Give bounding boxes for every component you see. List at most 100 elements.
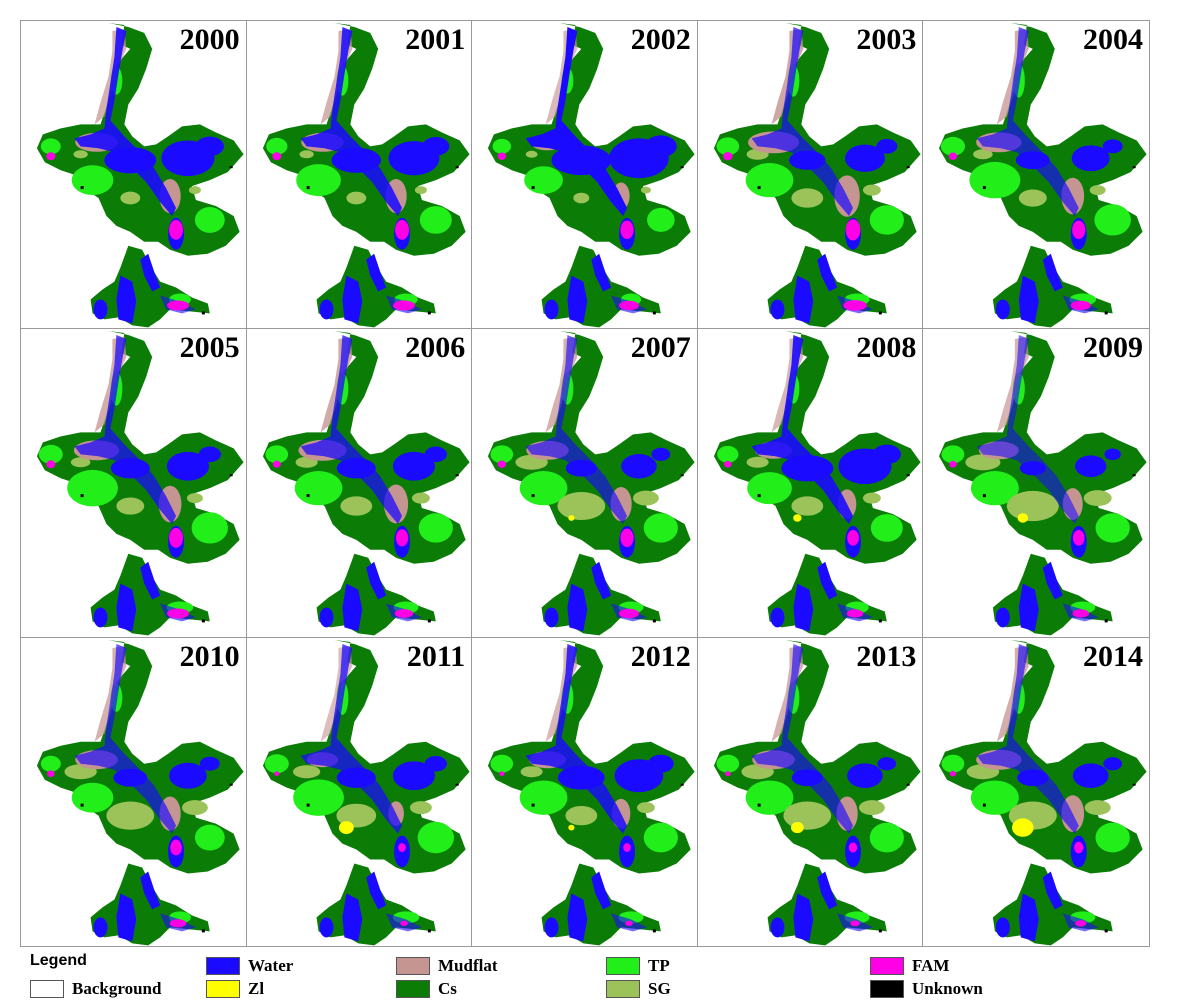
unknown-speck — [455, 783, 459, 786]
fam-patch — [724, 770, 731, 776]
unknown-speck — [229, 166, 233, 169]
legend-swatch-mudflat — [396, 957, 430, 975]
fam-patch — [847, 530, 859, 547]
legend-swatch-fam — [870, 957, 904, 975]
cs-region — [36, 331, 244, 565]
sg-patch — [186, 493, 203, 504]
sg-patch — [70, 457, 91, 468]
water-south-channel — [817, 253, 837, 292]
water-bay — [1016, 151, 1051, 170]
sg-patch — [292, 764, 320, 778]
land-cover-map — [488, 22, 695, 328]
water-bay — [195, 136, 224, 157]
panel-year-label: 2009 — [1083, 331, 1143, 365]
water-bay — [565, 460, 598, 477]
fam-patch — [1072, 609, 1090, 618]
fam-patch — [397, 842, 406, 852]
legend-item-water: Water — [206, 955, 293, 977]
water-south-channel — [140, 562, 161, 600]
water-bay — [336, 458, 376, 479]
tp-patch — [969, 161, 1021, 199]
legend-item-fam: FAM — [870, 955, 949, 977]
fam-patch — [722, 152, 733, 161]
water-south-channel — [140, 871, 161, 910]
water-bay — [877, 756, 896, 770]
water-south-channel — [591, 871, 612, 910]
water-south-channel — [140, 253, 161, 292]
unknown-speck — [983, 494, 987, 498]
legend: Legend Background Water Zl Mudflat Cs TP… — [20, 950, 1150, 1004]
sg-patch — [791, 188, 824, 208]
unknown-speck — [80, 494, 84, 498]
water-channel — [751, 335, 853, 525]
water-south-channel — [365, 562, 386, 600]
fam-patch — [47, 769, 55, 777]
legend-swatch-background — [30, 980, 64, 998]
water-south-channel — [817, 562, 837, 600]
water-channel — [977, 26, 1080, 216]
sg-patch — [520, 765, 543, 777]
sg-patch — [1085, 799, 1112, 815]
unknown-speck — [653, 929, 657, 933]
panel-year-label: 2000 — [179, 23, 240, 56]
legend-item-tp: TP — [606, 955, 670, 977]
water-bay — [421, 136, 449, 156]
cs-region — [488, 22, 695, 256]
cs-region — [713, 639, 921, 874]
water-south-channel — [1019, 893, 1040, 942]
sg-patch — [862, 184, 881, 196]
legend-title: Legend — [30, 952, 87, 969]
zl-patch — [338, 820, 354, 834]
unknown-speck — [1133, 166, 1137, 169]
water-bay — [110, 458, 150, 479]
water-bay — [113, 768, 148, 787]
fam-patch — [169, 528, 183, 549]
zl-patch — [1012, 818, 1034, 837]
water-south-lake — [319, 607, 334, 628]
unknown-speck — [531, 803, 535, 807]
water-channel — [300, 643, 402, 834]
sg-patch — [299, 150, 314, 159]
tp-patch — [419, 206, 452, 234]
water-bay — [392, 760, 435, 790]
land-cover-map — [36, 331, 244, 636]
map-panel-2004: 2004 — [923, 21, 1149, 330]
water-south-lake — [996, 299, 1011, 320]
fam-patch — [949, 152, 958, 161]
unknown-speck — [653, 619, 657, 623]
legend-swatch-unknown — [870, 980, 904, 998]
unknown-speck — [1105, 619, 1109, 623]
tp-patch — [417, 821, 454, 853]
tp-patch — [745, 163, 794, 198]
unknown-speck — [306, 494, 310, 498]
fam-patch — [392, 300, 415, 311]
water-bay — [1020, 461, 1047, 476]
unknown-speck — [306, 186, 310, 190]
water-bay — [645, 135, 677, 158]
cs-region — [939, 639, 1148, 874]
land-cover-map — [262, 22, 470, 328]
water-south-channel — [591, 562, 612, 600]
unknown-speck — [983, 186, 987, 190]
fam-patch — [1071, 300, 1092, 311]
water-south-lake — [996, 917, 1011, 938]
fam-patch — [394, 219, 409, 240]
water-bay — [1104, 448, 1122, 461]
zl-patch — [568, 515, 575, 522]
sg-patch — [181, 799, 208, 815]
land-cover-map — [713, 22, 921, 328]
unknown-speck — [80, 186, 84, 190]
unknown-speck — [1133, 474, 1137, 477]
fam-patch — [1075, 919, 1087, 927]
tp-patch — [67, 470, 118, 507]
water-channel — [751, 26, 853, 216]
fam-patch — [167, 300, 189, 311]
land-cover-map — [262, 331, 470, 636]
map-panel-2014: 2014 — [923, 638, 1149, 946]
unknown-speck — [455, 166, 459, 169]
unknown-speck — [427, 619, 431, 623]
water-bay — [331, 147, 381, 173]
sg-patch — [633, 490, 660, 506]
tp-patch — [490, 445, 514, 464]
fam-patch — [620, 220, 634, 240]
